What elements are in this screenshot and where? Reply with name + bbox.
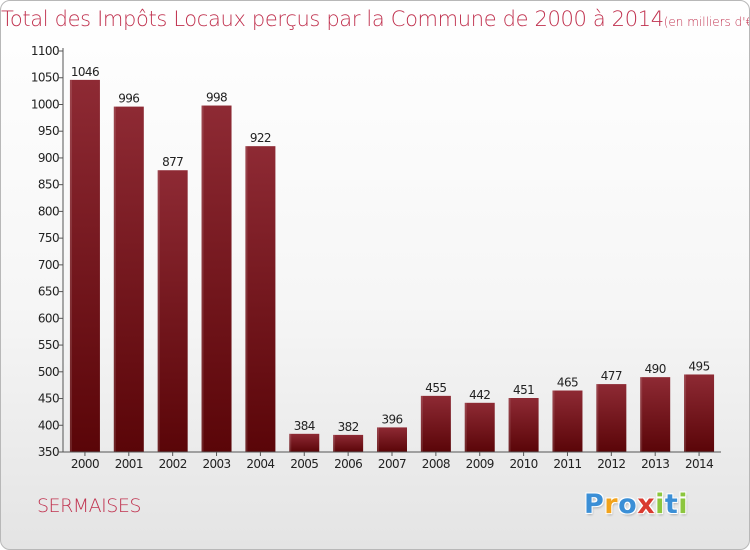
y-tick-label: 800 [38, 204, 59, 218]
bar [289, 433, 320, 452]
bar-value-label: 455 [425, 381, 446, 395]
y-tick-label: 650 [38, 285, 59, 299]
x-tick-label: 2012 [597, 457, 625, 471]
x-tick-label: 2014 [685, 457, 713, 471]
bar [69, 79, 100, 452]
bar-highlight [201, 105, 204, 452]
bar-value-label: 451 [513, 383, 534, 397]
y-tick-label: 350 [38, 445, 59, 459]
x-tick-label: 2010 [510, 457, 538, 471]
x-tick-label: 2002 [159, 457, 187, 471]
bar-highlight [69, 79, 72, 452]
bar [464, 402, 495, 452]
bar-highlight [377, 427, 379, 452]
bar-highlight [596, 384, 599, 452]
y-tick-label: 400 [38, 418, 59, 432]
y-tick-label: 450 [38, 392, 59, 406]
bar [596, 384, 627, 452]
bar-highlight [333, 434, 336, 452]
bar-highlight [420, 395, 423, 452]
bar-value-label: 877 [162, 155, 183, 169]
bar [157, 170, 188, 453]
x-tick-label: 2006 [334, 457, 362, 471]
y-tick-label: 600 [38, 311, 59, 325]
y-tick-label: 1100 [31, 44, 59, 58]
chart-title-text: Total des Impôts Locaux perçus par la Co… [1, 7, 664, 31]
bar [640, 377, 671, 452]
bar [245, 146, 276, 453]
bar-value-label: 495 [689, 359, 710, 373]
x-tick-label: 2000 [71, 457, 99, 471]
chart-title: Total des Impôts Locaux perçus par la Co… [1, 7, 750, 31]
bar-value-label: 465 [557, 376, 578, 390]
logo-letter: r [604, 489, 619, 520]
bar-value-label: 998 [206, 91, 227, 105]
logo-letter: t [664, 489, 679, 520]
x-tick-label: 2011 [553, 457, 581, 471]
bar-value-label: 922 [250, 131, 271, 145]
x-tick-label: 2013 [641, 457, 669, 471]
x-tick-label: 2001 [115, 457, 143, 471]
bar [508, 397, 539, 452]
bar-value-label: 442 [469, 388, 490, 402]
x-tick-label: 2004 [246, 457, 274, 471]
bar-highlight [508, 397, 511, 452]
bar [684, 374, 715, 452]
y-axis: 350 400 450 500 550 600 650 700 750 800 850 900 950 1… [31, 44, 64, 459]
bar-value-label: 996 [118, 92, 139, 106]
x-tick-label: 2007 [378, 457, 406, 471]
proxiti-logo[interactable]: Proxiti [584, 489, 688, 520]
commune-name: SERMAISES [37, 495, 141, 517]
x-tick-label: 2009 [466, 457, 494, 471]
x-tick-label: 2005 [290, 457, 318, 471]
bar [552, 390, 583, 452]
x-tick-label: 2003 [202, 457, 230, 471]
y-tick-label: 700 [38, 258, 59, 272]
bar-highlight [289, 433, 292, 452]
y-tick-label: 1050 [31, 71, 59, 85]
bar [333, 434, 364, 452]
logo-letter: o [618, 489, 638, 520]
bar-highlight [464, 402, 467, 452]
bar-value-label: 1046 [71, 65, 99, 79]
bars: 1046 996 877 998 922 384 382 396 455 442 451 465 477… [69, 65, 715, 453]
bar-highlight [113, 106, 116, 452]
bar-highlight [157, 170, 160, 453]
x-axis: 2000 2001 2002 2003 2004 2005 2006 2007 2008 2009… [63, 451, 721, 471]
chart-title-unit: (en milliers d'€) [663, 15, 750, 29]
bar-highlight [552, 390, 555, 452]
bar-value-label: 477 [601, 369, 622, 383]
bar [420, 395, 451, 452]
logo-letter: P [584, 489, 605, 520]
logo-letter: i [655, 489, 665, 520]
bar-value-label: 396 [381, 412, 402, 426]
y-tick-label: 900 [38, 151, 59, 165]
bar [377, 427, 407, 452]
logo-letter: x [637, 489, 656, 520]
y-tick-label: 950 [38, 124, 59, 138]
y-tick-label: 1000 [31, 97, 59, 111]
y-tick-label: 850 [38, 178, 59, 192]
bar-highlight [684, 374, 687, 452]
bar [201, 105, 232, 452]
bar-highlight [245, 146, 248, 453]
y-tick-label: 550 [38, 338, 59, 352]
x-tick-label: 2008 [422, 457, 450, 471]
bar [113, 106, 144, 452]
bar-value-label: 490 [645, 362, 666, 376]
y-tick-label: 500 [38, 365, 59, 379]
bar-value-label: 384 [294, 419, 315, 433]
bar-value-label: 382 [338, 420, 359, 434]
logo-letter: i [678, 489, 689, 520]
bar-highlight [640, 377, 643, 452]
y-tick-label: 750 [38, 231, 59, 245]
